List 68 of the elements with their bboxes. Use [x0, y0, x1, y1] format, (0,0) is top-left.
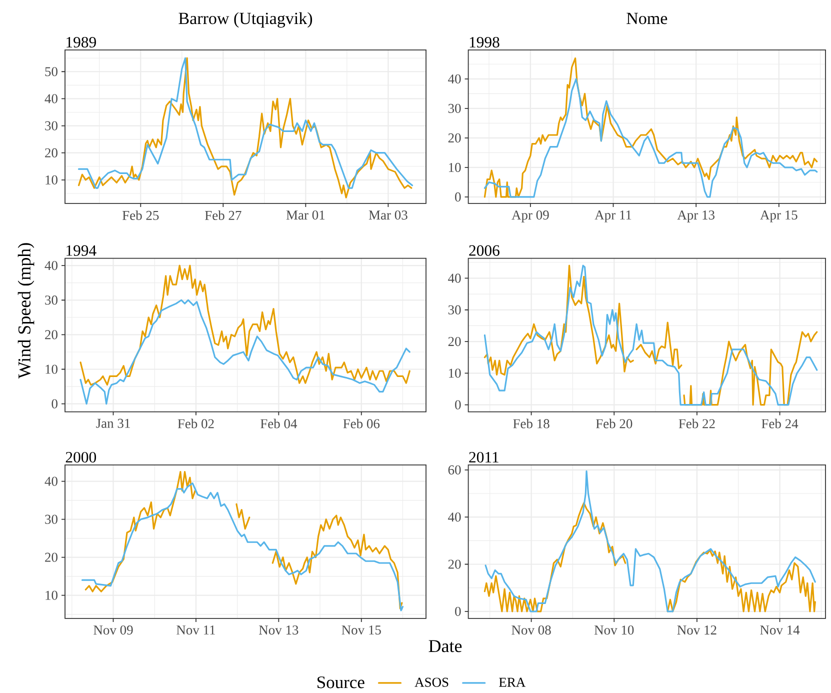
x-tick-label: Feb 25 [122, 210, 159, 220]
legend-title: Source [318, 676, 364, 688]
x-tick-label: Feb 02 [178, 418, 214, 428]
x-tick-label: Nov 13 [259, 626, 298, 635]
x-tick-label: Apr 11 [594, 210, 632, 222]
chart-title: 1994 [66, 245, 96, 256]
y-tick-label: 30 [45, 296, 58, 305]
y-tick-label: 0 [455, 606, 461, 616]
x-tick-label: Mar 01 [286, 210, 325, 220]
chart-title: Nome [626, 12, 668, 24]
y-tick-label: 0 [455, 192, 461, 202]
y-tick-label: 0 [455, 400, 461, 410]
line-series [80, 299, 410, 405]
y-tick-label: 10 [46, 364, 58, 374]
x-tick-label: Mar 03 [368, 210, 408, 220]
x-tick-label: Nov 11 [176, 626, 215, 635]
x-tick-label: Nov 08 [512, 626, 551, 635]
y-tick-label: 40 [448, 74, 461, 84]
y-tick-label: 20 [45, 148, 58, 158]
x-tick-label: Feb 24 [762, 418, 798, 428]
x-tick-label: Feb 06 [343, 418, 380, 428]
x-tick-label: Apr 09 [512, 210, 549, 222]
y-tick-label: 20 [448, 560, 461, 569]
y-tick-label: 40 [44, 260, 58, 270]
y-tick-label: 30 [45, 514, 58, 524]
y-tick-label: 50 [45, 67, 58, 76]
x-tick-label: Feb 18 [513, 418, 550, 428]
chart-title: 2000 [66, 452, 96, 463]
y-tick-label: 40 [44, 94, 58, 104]
x-tick-label: Nov 14 [760, 626, 800, 635]
y-tick-label: 30 [45, 121, 58, 130]
x-tick-label: Jan 31 [96, 418, 130, 428]
x-tick-label: Nov 12 [677, 626, 716, 635]
y-tick-label: 10 [448, 162, 461, 172]
chart-title: Barrow (Utqiagvik) [178, 12, 312, 28]
y-tick-label: 0 [52, 399, 58, 408]
y-tick-label: 30 [448, 305, 461, 314]
x-tick-label: Feb 20 [596, 418, 632, 428]
y-tick-label: 20 [448, 133, 461, 142]
y-tick-label: 20 [45, 330, 58, 340]
x-axis-title: Date [428, 640, 462, 652]
x-tick-label: Feb 04 [260, 418, 298, 428]
line-series [80, 264, 410, 386]
line-series [484, 470, 816, 612]
y-tick-label: 30 [448, 104, 461, 113]
x-tick-label: Nov 10 [594, 626, 634, 635]
chart-subtitle: 1989 [66, 36, 96, 48]
legend-label: ASOS [414, 678, 448, 687]
y-tick-label: 40 [448, 512, 461, 522]
y-axis-title: Wind Speed (mph) [18, 243, 34, 379]
y-tick-label: 60 [448, 465, 461, 474]
y-tick-label: 10 [448, 368, 461, 378]
x-tick-label: Nov 15 [342, 626, 381, 635]
y-tick-label: 40 [44, 476, 58, 486]
y-tick-label: 20 [448, 336, 461, 346]
x-tick-label: Feb 27 [204, 210, 242, 220]
y-tick-label: 40 [448, 274, 461, 283]
y-tick-label: 20 [45, 552, 58, 562]
y-tick-label: 10 [46, 175, 58, 184]
legend-label: ERA [499, 678, 526, 687]
x-tick-label: Nov 09 [94, 626, 133, 635]
chart-subtitle: 1998 [470, 36, 500, 48]
x-tick-label: Feb 22 [678, 418, 715, 428]
x-tick-label: Apr 13 [677, 210, 714, 222]
chart-title: 2006 [469, 245, 500, 256]
y-tick-label: 10 [46, 590, 58, 600]
x-tick-label: Apr 15 [760, 210, 798, 222]
chart-title: 2011 [469, 452, 498, 463]
